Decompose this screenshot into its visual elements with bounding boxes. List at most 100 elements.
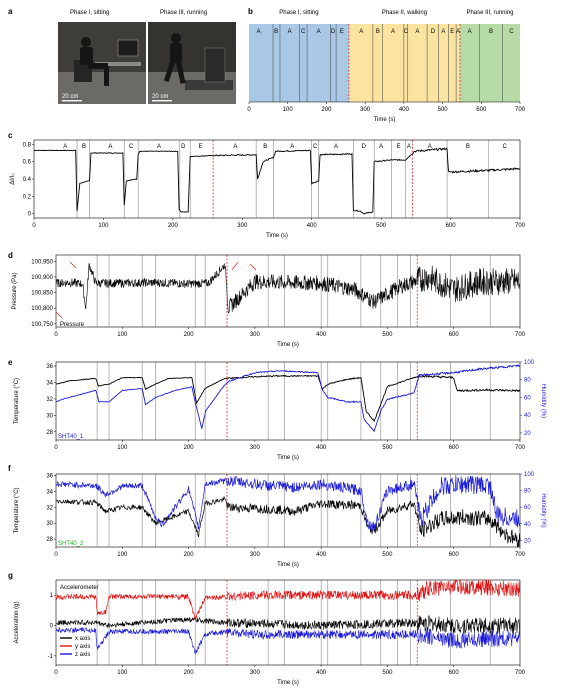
panel-letter-f: f (8, 464, 11, 473)
segment-label: A (108, 144, 112, 150)
segment-label: A (157, 144, 161, 150)
y2-tick-label: 100 (524, 472, 535, 478)
segment-label: C (129, 144, 134, 150)
x-tick-label: 500 (382, 332, 393, 338)
x-axis-label: Time (s) (374, 117, 396, 123)
x-tick-label: 500 (376, 223, 387, 229)
sensor-label: SHT40_2 (58, 541, 84, 547)
x-tick-label: 300 (250, 670, 261, 676)
photo-divider (146, 22, 148, 104)
phase-band (459, 24, 520, 102)
x-tick-label: 200 (321, 107, 332, 113)
accelerometer-chart-panel: 0 100 200 300 400 500 600 700 Time (s) -1 0 1 Accele… (14, 579, 526, 686)
annotation-arrow (69, 261, 77, 269)
plot-frame (55, 254, 521, 328)
segment-label: E (450, 29, 454, 35)
y-axis-label: ΔI/I₀ (10, 173, 16, 185)
x-tick-label: 0 (247, 107, 251, 113)
scale-bar-left (62, 100, 82, 102)
y2-tick-label: 100 (524, 360, 535, 366)
x-tick-label: 100 (117, 670, 128, 676)
y2-tick-label: 60 (524, 505, 531, 511)
x-tick-label: 600 (449, 445, 460, 451)
sitting-person-body (80, 47, 93, 65)
running-person-leg-front (176, 61, 186, 84)
x-tick-label: 400 (316, 445, 327, 451)
panel-letter-e: e (8, 358, 13, 367)
x-tick-label: 200 (184, 445, 195, 451)
phase-band (348, 24, 460, 102)
segment-label: A (379, 144, 383, 150)
y-tick-label: 34 (46, 489, 53, 495)
x-tick-label: 200 (184, 670, 195, 676)
series-line-humidity (55, 475, 521, 532)
segment-label: A (290, 144, 294, 150)
segment-label: E (396, 144, 400, 150)
y-tick-label: 0.8 (23, 142, 32, 148)
x-tick-label: 100 (117, 552, 128, 558)
sensor-label: SHT40_1 (58, 434, 84, 440)
y-tick-label: 34 (46, 381, 53, 387)
y-tick-label: 0 (50, 624, 54, 630)
monitor-shape (117, 39, 139, 57)
y-tick-label: 36 (46, 474, 53, 480)
x-tick-label: 300 (250, 332, 261, 338)
sitting-person-shin (104, 66, 109, 86)
segment-label: E (340, 29, 344, 35)
y-tick-label: 32 (46, 397, 53, 403)
x-tick-label: 300 (250, 552, 261, 558)
series-line-trace (55, 263, 521, 314)
series-line-z-axis (55, 626, 521, 656)
x-tick-label: 300 (237, 223, 248, 229)
x-axis-label: Time (s) (266, 233, 288, 239)
y2-tick-label: 20 (524, 538, 531, 544)
x-tick-label: 100 (117, 332, 128, 338)
y-tick-label: 28 (46, 537, 53, 543)
y-axis-label: Acceleration (g) (14, 601, 20, 643)
segment-label: D (181, 144, 186, 150)
y-tick-label: 100,950 (31, 259, 53, 265)
y2-tick-label: 20 (524, 431, 531, 437)
x-tick-label: 0 (54, 670, 58, 676)
x-axis-label: Time (s) (277, 342, 299, 348)
x-tick-label: 500 (382, 552, 393, 558)
x-tick-label: 100 (98, 223, 109, 229)
x-tick-label: 700 (515, 670, 526, 676)
x-tick-label: 500 (438, 107, 449, 113)
x-tick-label: 0 (54, 552, 58, 558)
treadmill-shape (185, 80, 233, 90)
annotation-arrow (231, 261, 239, 271)
photo-panel: Phase I, sitting Phase III, running 20 c… (58, 10, 236, 104)
sitting-person-legs (88, 63, 108, 69)
y2-tick-label: 40 (524, 522, 531, 528)
pressure-annotation: Pressure (60, 322, 85, 328)
legend-label: x axis (75, 636, 90, 642)
y-tick-label: 100,750 (31, 322, 53, 328)
phase-title: Phase I, sitting (279, 10, 318, 16)
x-tick-label: 100 (117, 445, 128, 451)
x-tick-label: 700 (515, 107, 526, 113)
segment-label: A (441, 29, 445, 35)
segment-label: C (503, 144, 508, 150)
series-line-y-axis (55, 579, 521, 621)
y-tick-label: 28 (46, 430, 53, 436)
x-tick-label: 600 (476, 107, 487, 113)
plot-frame (55, 579, 521, 666)
x-axis-label: Time (s) (277, 680, 299, 686)
segment-label: A (288, 29, 292, 35)
plot-frame (55, 473, 521, 548)
segment-label: C (313, 144, 318, 150)
segment-label: D (431, 29, 436, 35)
y-axis-label: Temperature (°C) (14, 487, 20, 533)
phase-title: Phase III, running (466, 10, 513, 16)
y-tick-label: 0.6 (23, 160, 32, 166)
segment-label: B (263, 144, 267, 150)
series-line-temperature (55, 374, 521, 423)
panel-letter-c: c (8, 131, 13, 140)
running-person-body (170, 43, 182, 63)
y2-tick-label: 40 (524, 413, 531, 419)
scale-bar-right (152, 100, 172, 102)
y-tick-label: 0.2 (23, 194, 32, 200)
x-tick-label: 400 (307, 223, 318, 229)
y-tick-label: 32 (46, 505, 53, 511)
